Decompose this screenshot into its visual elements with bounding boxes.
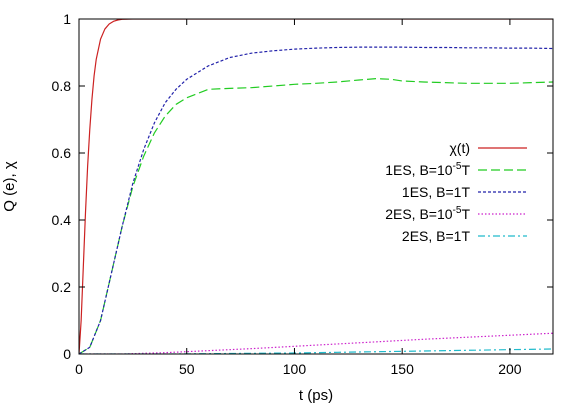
legend-label-5: 2ES, B=1T xyxy=(402,228,471,244)
series-line-2 xyxy=(79,78,553,354)
legend-label-1: χ(t) xyxy=(449,140,470,156)
x-tick-label: 200 xyxy=(498,361,522,377)
x-tick-label: 0 xyxy=(75,361,83,377)
y-tick-label: 0.6 xyxy=(52,145,72,161)
x-tick-label: 50 xyxy=(179,361,195,377)
series-line-1 xyxy=(79,19,553,354)
x-tick-label: 150 xyxy=(391,361,415,377)
y-tick-label: 1 xyxy=(63,11,71,27)
y-tick-label: 0.2 xyxy=(52,279,72,295)
x-tick-label: 100 xyxy=(283,361,307,377)
series-line-3 xyxy=(79,46,553,354)
y-tick-label: 0.8 xyxy=(52,78,72,94)
series-line-4 xyxy=(79,332,553,354)
legend-label-4: 2ES, B=10-5T xyxy=(385,205,470,222)
x-axis-title: t (ps) xyxy=(299,387,333,404)
legend: χ(t) 1ES, B=10-5T 1ES, B=1T 2ES, B=10-5T 2ES… xyxy=(385,140,527,244)
y-axis-title: Q (e), χ xyxy=(1,161,18,212)
legend-label-2: 1ES, B=10-5T xyxy=(385,161,470,178)
y-tick-label: 0 xyxy=(63,346,71,362)
plot-series xyxy=(79,19,553,354)
y-tick-label: 0.4 xyxy=(52,212,72,228)
legend-label-3: 1ES, B=1T xyxy=(402,184,471,200)
tick-labels: 0 50 100 150 200 0 0.2 0.4 0.6 0.8 1 xyxy=(52,11,522,377)
series-line-5 xyxy=(79,348,553,354)
plot-frame xyxy=(78,18,554,355)
axis-ticks xyxy=(78,18,553,355)
